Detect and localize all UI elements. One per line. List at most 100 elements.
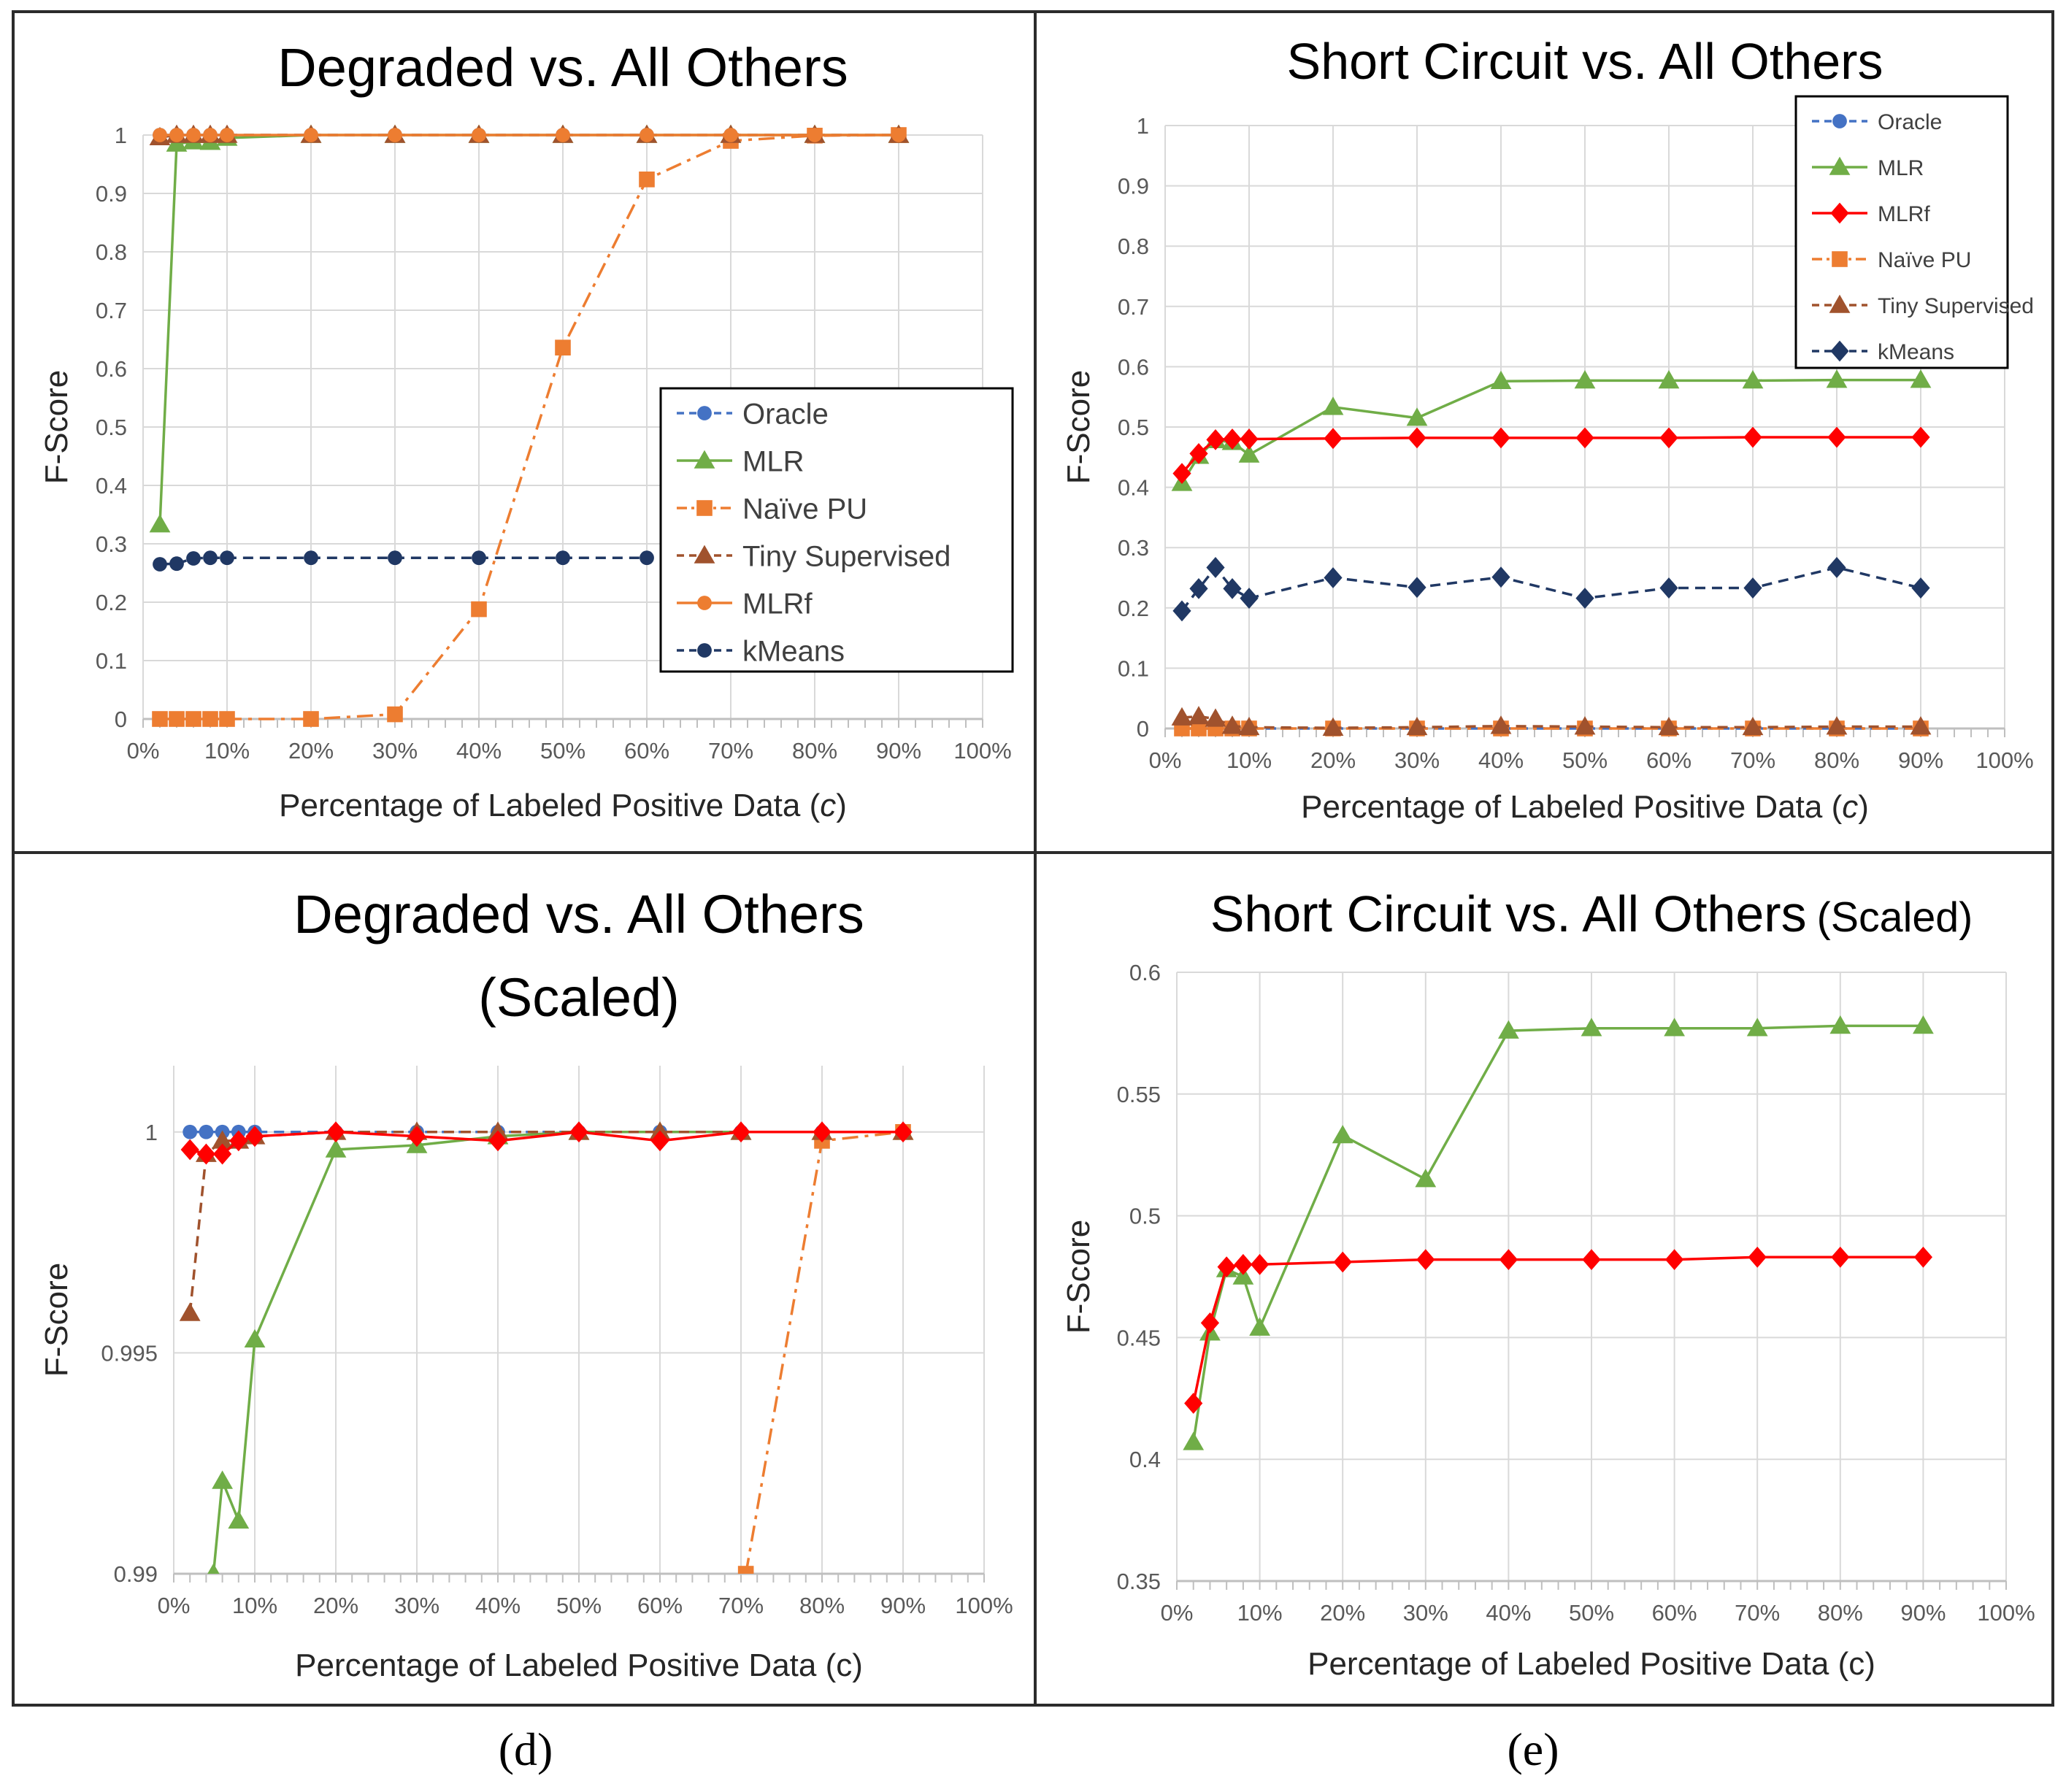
data-point-mlrf (650, 1130, 669, 1152)
data-point-na-ve-pu (555, 339, 571, 355)
data-point-mlr (1658, 369, 1680, 389)
x-axis-label-end: ) (836, 788, 847, 823)
data-point-mlrf (196, 1143, 215, 1165)
data-point-kmeans (1189, 577, 1208, 599)
y-tick-label: 0.99 (114, 1561, 158, 1587)
data-point-na-ve-pu (1191, 720, 1207, 737)
y-tick-label: 0.5 (1129, 1204, 1161, 1229)
data-point-tiny-supervised (1742, 716, 1764, 736)
x-tick-label: 60% (1646, 747, 1691, 773)
y-tick-label: 0.3 (96, 531, 127, 557)
legend-marker (1829, 156, 1851, 175)
data-point-mlr (1913, 1015, 1934, 1034)
legend-label: Oracle (1878, 110, 1942, 134)
legend: Oracle MLR Naïve PU Tiny Supervised MLRf kMea… (659, 387, 1014, 673)
data-point-tiny-supervised (179, 1302, 201, 1321)
data-point-mlr (1332, 1125, 1353, 1144)
legend-marker (1830, 202, 1849, 224)
y-tick-label: 0.9 (1118, 174, 1149, 199)
data-point-mlrf (1184, 1393, 1203, 1414)
data-point-kmeans (388, 550, 402, 566)
data-point-kmeans (169, 556, 184, 572)
chart-d: Short Circuit vs. All Others (Scaled) 0% 10… (1061, 885, 2035, 1682)
data-point-mlrf (1575, 427, 1594, 449)
data-point-na-ve-pu (737, 1566, 754, 1574)
outer-frame (12, 10, 2054, 1707)
data-point-mlrf (1217, 1256, 1236, 1278)
x-tick-label: 50% (1562, 747, 1608, 773)
legend-marker (1829, 294, 1851, 313)
x-axis-label-text: Percentage of Labeled Positive Data ( (1301, 789, 1842, 825)
x-tick-label: 90% (880, 1593, 926, 1618)
data-point-mlrf (1913, 1246, 1932, 1268)
data-point-kmeans (1743, 577, 1762, 599)
data-point-na-ve-pu (303, 711, 319, 727)
data-point-mlr (1415, 1169, 1437, 1188)
data-point-mlrf (1911, 426, 1930, 448)
y-tick-label: 0.7 (1118, 294, 1149, 320)
data-point-tiny-supervised (1322, 717, 1344, 736)
y-tick-label: 0.35 (1117, 1569, 1161, 1594)
x-tick-label: 30% (1403, 1600, 1448, 1626)
y-tick-label: 0.4 (1129, 1447, 1161, 1472)
y-tick-label: 0.5 (96, 415, 127, 440)
x-axis-label: Percentage of Labeled Positive Data (c) (279, 788, 847, 823)
legend-label: Tiny Supervised (1878, 294, 2034, 318)
x-tick-label: 70% (718, 1593, 764, 1618)
x-tick-label: 100% (1975, 747, 2033, 773)
y-tick-label: 0.5 (1118, 415, 1149, 440)
data-point-tiny-supervised (1658, 716, 1680, 736)
x-tick-label: 20% (1310, 747, 1356, 773)
data-point-mlr (1322, 396, 1344, 415)
legend-marker (697, 406, 712, 420)
x-tick-label: 0% (1149, 747, 1182, 773)
x-tick-label: 60% (1652, 1600, 1697, 1626)
legend-marker (694, 545, 715, 564)
data-point-mlrf (407, 1126, 426, 1147)
x-tick-label: 20% (1320, 1600, 1365, 1626)
data-point-mlrf (304, 128, 318, 142)
data-point-mlrf (640, 128, 654, 142)
data-point-mlrf (1240, 428, 1259, 450)
x-tick-label: 60% (637, 1593, 683, 1618)
x-tick-label: 100% (953, 738, 1011, 764)
x-tick-label: 100% (955, 1593, 1013, 1618)
x-tick-label: 90% (1898, 747, 1943, 773)
x-tick-label: 0% (127, 738, 160, 764)
x-axis-label-text: Percentage of Labeled Positive Data (c) (1307, 1646, 1875, 1682)
series-line-tiny-supervised (1181, 715, 1921, 729)
data-point-mlrf (488, 1130, 507, 1152)
y-tick-label: 0.4 (96, 473, 127, 499)
x-tick-label: 50% (556, 1593, 602, 1618)
y-tick-label: 0.6 (1118, 354, 1149, 380)
data-point-tiny-supervised (1490, 715, 1512, 734)
data-point-mlrf (1223, 428, 1242, 450)
chart-title-suffix: (Scaled) (1817, 894, 1973, 941)
caption-left: (d) (498, 1723, 553, 1775)
data-point-kmeans (556, 550, 570, 566)
x-tick-label: 10% (204, 738, 250, 764)
chart-title-text: Short Circuit vs. All Others (1210, 885, 1807, 942)
panel-frames (12, 10, 2054, 1707)
y-tick-label: 0 (115, 707, 127, 732)
data-point-mlr (212, 1470, 233, 1489)
legend-label: kMeans (742, 635, 845, 667)
y-axis-label: F-Score (39, 1263, 74, 1377)
data-point-na-ve-pu (152, 711, 168, 727)
data-point-kmeans (1223, 577, 1242, 599)
caption-right: (e) (1507, 1723, 1559, 1775)
x-tick-label: 40% (456, 738, 502, 764)
data-point-na-ve-pu (471, 601, 487, 618)
data-point-mlrf (245, 1126, 264, 1147)
data-point-na-ve-pu (387, 706, 403, 723)
data-point-tiny-supervised (1205, 708, 1226, 727)
data-point-mlrf (1333, 1251, 1352, 1273)
data-point-mlrf (894, 1121, 913, 1143)
data-point-mlr (149, 514, 171, 533)
data-point-kmeans (1575, 588, 1594, 609)
y-tick-label: 0.2 (1118, 596, 1149, 621)
series-line-mlrf (189, 1131, 903, 1155)
y-tick-label: 0.995 (101, 1340, 158, 1366)
